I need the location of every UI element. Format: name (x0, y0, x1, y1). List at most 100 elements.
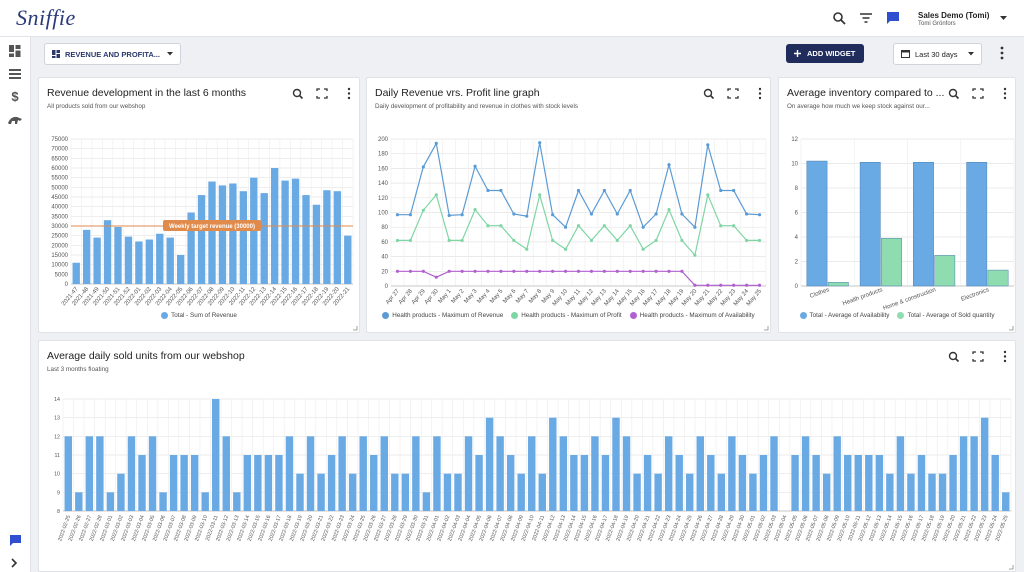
data-point (706, 193, 710, 197)
bar (201, 492, 209, 511)
data-point (719, 188, 723, 193)
fullscreen-icon[interactable] (316, 88, 328, 99)
legend-item[interactable]: Total - Average of Availability (799, 312, 889, 319)
bar (306, 436, 315, 511)
widget-title: Average inventory compared to ... (787, 87, 945, 99)
y-tick-label: 60000 (51, 166, 68, 172)
chat-icon[interactable] (886, 11, 900, 25)
add-widget-button[interactable]: ADD WIDGET (786, 44, 864, 63)
menu-icon[interactable] (1003, 96, 1007, 100)
search-icon[interactable] (948, 88, 958, 98)
menu-icon[interactable] (758, 87, 762, 91)
y-tick-label: 20000 (51, 243, 68, 249)
search-icon[interactable] (948, 351, 958, 361)
legend-item[interactable]: Total - Average of Sold quantity (897, 312, 994, 319)
more-menu[interactable] (999, 46, 1005, 60)
y-tick-label: 8 (795, 186, 799, 192)
bar (875, 455, 884, 511)
pricing-icon[interactable]: $ (10, 90, 20, 104)
list-icon[interactable] (9, 69, 21, 79)
dashboard-select[interactable]: REVENUE AND PROFITA... (44, 43, 181, 65)
search-icon[interactable] (832, 11, 846, 25)
legend-marker (897, 312, 905, 319)
menu-icon[interactable] (347, 92, 351, 95)
data-point (745, 238, 749, 243)
legend-marker (511, 312, 519, 319)
bar (296, 473, 304, 511)
data-point (745, 283, 749, 287)
menu-icon[interactable] (347, 87, 351, 91)
legend-item[interactable]: Health products - Maximum of Profit (511, 312, 622, 319)
bar (348, 473, 357, 511)
menu-icon[interactable] (1003, 350, 1007, 354)
menu-icon[interactable] (1003, 359, 1007, 363)
legend: Total - Average of Availability Total - A… (779, 312, 1015, 319)
data-point (395, 269, 400, 273)
legend-label: Health products - Maximum of Revenue (392, 312, 504, 319)
menu-icon[interactable] (758, 92, 762, 95)
menu-icon[interactable] (1003, 87, 1007, 91)
bar (959, 436, 968, 511)
widget: Revenue development in the last 6 months… (38, 77, 360, 333)
logo[interactable]: Sniffie (16, 5, 76, 30)
bar (422, 492, 431, 511)
legend-item[interactable]: Health products - Maximum of Revenue (382, 312, 503, 319)
bar (717, 473, 726, 511)
filter-icon[interactable] (859, 12, 873, 24)
fullscreen-icon[interactable] (972, 351, 984, 362)
bar (806, 160, 828, 287)
widget-title: Revenue development in the last 6 months (47, 87, 247, 99)
animal-icon[interactable] (7, 115, 23, 125)
bar (686, 473, 694, 511)
bar (496, 436, 504, 511)
data-point (408, 238, 412, 243)
data-point (654, 238, 658, 243)
menu-icon[interactable] (347, 96, 351, 100)
bar (391, 473, 399, 511)
x-tick-label: Health products (842, 287, 884, 307)
search-icon[interactable] (292, 88, 302, 98)
bar (145, 239, 154, 284)
y-tick-label: 0 (795, 284, 799, 290)
widget-actions (948, 87, 1007, 100)
data-point (563, 247, 568, 251)
date-range-select[interactable]: Last 30 days (893, 43, 982, 65)
y-tick-label: 65000 (51, 156, 68, 162)
y-tick-label: 160 (378, 166, 389, 172)
bar (633, 473, 641, 511)
data-point (395, 213, 400, 217)
bar (970, 436, 978, 511)
chat-support-icon[interactable] (9, 534, 22, 547)
dashboard-icon[interactable] (9, 45, 21, 57)
bar (865, 455, 873, 511)
menu-icon[interactable] (758, 96, 762, 100)
bar (180, 455, 188, 511)
bar (622, 436, 631, 511)
account-name[interactable]: Sales Demo (Tomi) (918, 11, 990, 20)
account-dropdown[interactable] (1000, 16, 1008, 21)
y-tick-label: 50000 (51, 185, 68, 191)
data-point (460, 269, 464, 273)
add-widget-label: ADD WIDGET (807, 49, 856, 58)
bar (187, 212, 195, 284)
fullscreen-icon[interactable] (972, 88, 984, 99)
menu-icon[interactable] (1003, 92, 1007, 95)
legend-item[interactable]: Health products - Maximum of Availabilit… (629, 312, 755, 319)
bar (260, 193, 268, 284)
bar (612, 417, 620, 511)
menu-icon[interactable] (1003, 355, 1007, 358)
fullscreen-icon[interactable] (727, 88, 739, 99)
data-point (602, 188, 606, 193)
bar (254, 455, 262, 511)
legend-marker (161, 312, 169, 319)
data-point (563, 269, 568, 273)
search-icon[interactable] (703, 88, 713, 98)
x-tick-label: Electronics (960, 287, 990, 303)
y-tick-label: 10000 (51, 263, 68, 269)
bar (380, 436, 388, 511)
expand-sidebar[interactable] (11, 558, 19, 568)
data-point (499, 188, 503, 193)
legend-item[interactable]: Total - Sum of Revenue (161, 312, 237, 319)
bar (949, 455, 957, 511)
